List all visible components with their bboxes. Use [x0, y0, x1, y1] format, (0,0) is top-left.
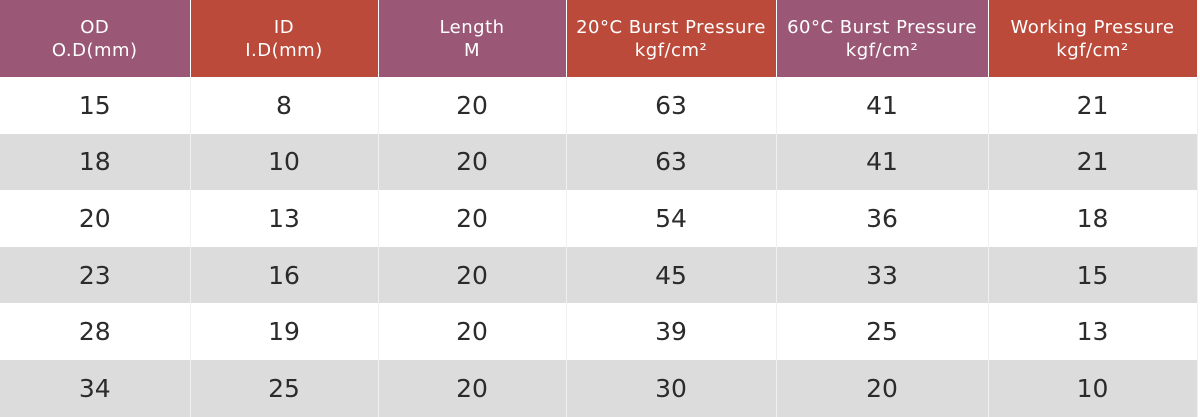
header-cell: Working Pressure kgf/cm²	[988, 0, 1198, 77]
header-line: Length	[439, 16, 505, 38]
header-line: 60°C Burst Pressure	[787, 16, 977, 38]
table-cell: 16	[190, 246, 379, 304]
table-cell: 54	[566, 190, 777, 247]
table-cell: 23	[0, 246, 191, 304]
table-cell: 25	[190, 359, 379, 417]
header-cell: 60°C Burst Pressure kgf/cm²	[776, 0, 989, 77]
table-cell: 33	[776, 246, 989, 304]
table-row: 18 10 20 63 41 21	[0, 133, 1198, 191]
table-cell: 36	[776, 190, 989, 247]
header-line: 20°C Burst Pressure	[576, 16, 766, 38]
table-cell: 25	[776, 303, 989, 360]
header-line: I.D(mm)	[245, 39, 323, 61]
table-cell: 20	[378, 303, 567, 360]
header-cell: 20°C Burst Pressure kgf/cm²	[566, 0, 777, 77]
table-cell: 20	[378, 246, 567, 304]
table-cell: 20	[776, 359, 989, 417]
table-row: 34 25 20 30 20 10	[0, 359, 1198, 417]
table-row: 20 13 20 54 36 18	[0, 190, 1198, 247]
table-cell: 20	[378, 190, 567, 247]
table-cell: 13	[190, 190, 379, 247]
header-line: OD	[80, 16, 110, 38]
table-cell: 30	[566, 359, 777, 417]
table-cell: 21	[988, 133, 1198, 191]
table-cell: 15	[0, 77, 191, 134]
header-row: OD O.D(mm) ID I.D(mm) Length M 20°C Burst Pres…	[0, 0, 1198, 77]
table-cell: 34	[0, 359, 191, 417]
table-cell: 45	[566, 246, 777, 304]
table-cell: 20	[378, 77, 567, 134]
table-header: OD O.D(mm) ID I.D(mm) Length M 20°C Burst Pres…	[0, 0, 1198, 77]
header-line: kgf/cm²	[634, 39, 708, 61]
table-cell: 18	[0, 133, 191, 191]
header-line: kgf/cm²	[1056, 39, 1129, 61]
header-cell: ID I.D(mm)	[190, 0, 379, 77]
table-cell: 41	[776, 133, 989, 191]
table-row: 23 16 20 45 33 15	[0, 246, 1198, 304]
header-cell: Length M	[378, 0, 567, 77]
table-cell: 21	[988, 77, 1198, 134]
table-cell: 10	[988, 359, 1198, 417]
table-row: 28 19 20 39 25 13	[0, 303, 1198, 360]
table-cell: 20	[378, 359, 567, 417]
table-cell: 15	[988, 246, 1198, 304]
table-cell: 8	[190, 77, 379, 134]
table-cell: 41	[776, 77, 989, 134]
table-row: 15 8 20 63 41 21	[0, 77, 1198, 134]
header-cell: OD O.D(mm)	[0, 0, 191, 77]
header-line: Working Pressure	[1010, 16, 1175, 38]
table-cell: 63	[566, 133, 777, 191]
table-cell: 10	[190, 133, 379, 191]
table-cell: 13	[988, 303, 1198, 360]
table-cell: 28	[0, 303, 191, 360]
table-body: 15 8 20 63 41 21 18 10 20 63 41 21 20 13 20 54 36 18 23 16 2…	[0, 77, 1198, 417]
table-cell: 63	[566, 77, 777, 134]
header-line: kgf/cm²	[845, 39, 919, 61]
table-cell: 20	[378, 133, 567, 191]
header-line: O.D(mm)	[51, 39, 138, 61]
table-cell: 18	[988, 190, 1198, 247]
header-line: ID	[273, 16, 295, 38]
table-cell: 20	[0, 190, 191, 247]
table-cell: 19	[190, 303, 379, 360]
header-line: M	[463, 39, 481, 61]
table-cell: 39	[566, 303, 777, 360]
